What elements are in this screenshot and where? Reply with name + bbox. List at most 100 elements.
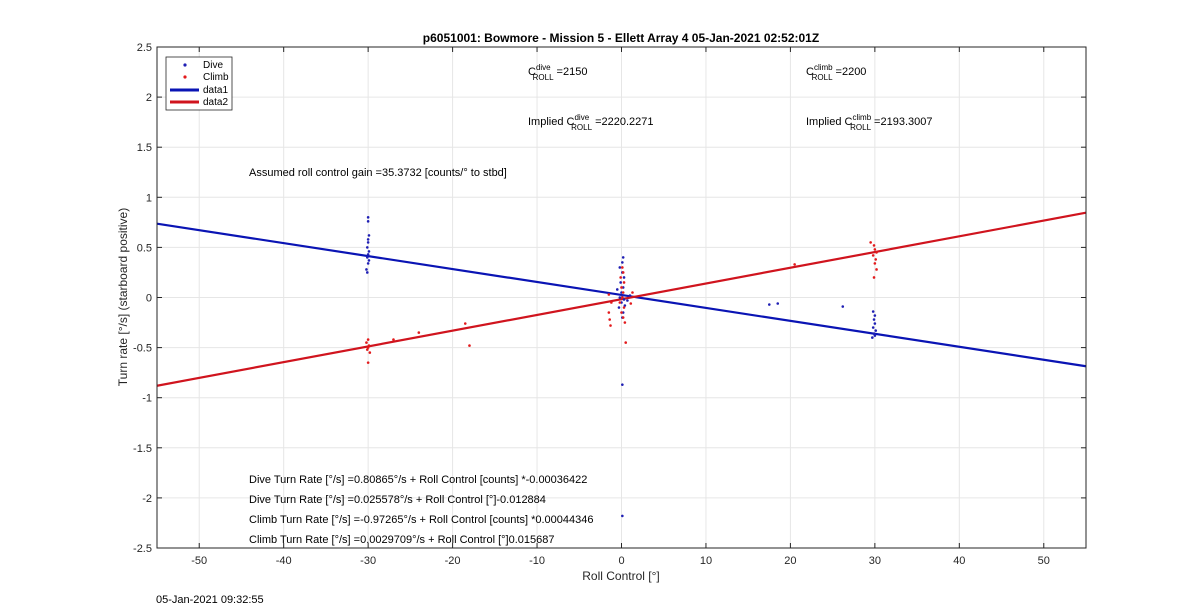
annotations: Cdive ROLL =2150 Cclimb ROLL =2200 Implied C… [249,63,932,546]
climb-point [874,258,878,261]
dive-point [615,288,619,291]
climb-point [366,338,370,341]
climb-point [608,318,611,321]
dive-point [367,234,371,237]
dive-point [366,220,370,223]
climb-point [621,316,625,319]
dive-point [622,298,626,301]
dive-point [871,310,875,313]
climb-point [607,293,611,296]
climb-point [610,301,613,304]
dive-point [626,299,629,302]
legend-data1-label: data1 [203,85,228,96]
climb-point [875,251,878,254]
dive-point [871,336,874,339]
climb-point [365,348,369,351]
dive-point [366,238,370,241]
climb-point [609,324,612,327]
annotation-roll-gain: Assumed roll control gain =35.3732 [coun… [249,167,507,179]
y-tick-label: 1.5 [137,142,152,154]
y-tick-label: 0 [146,293,152,305]
climb-point [631,291,634,294]
y-tick-label: -2.5 [133,543,152,555]
y-tick-label: 0.5 [137,242,152,254]
legend: Dive Climb data1 data2 [165,56,233,111]
dive-point [365,268,368,271]
scatter-points [365,216,878,518]
climb-point [621,271,625,274]
climb-point [468,344,471,347]
climb-point [621,296,624,299]
climb-point [622,306,626,309]
climb-point [368,351,372,354]
y-axis-label: Turn rate [°/s] (starboard positive) [116,208,130,386]
dive-point [366,241,370,244]
dive-point [619,281,622,284]
y-tick-label: -2 [142,493,152,505]
x-tick-label: -10 [529,555,545,567]
fit-line-data2 [156,211,1087,387]
annotation-fit-dive-counts: Dive Turn Rate [°/s] =0.80865°/s + Roll … [249,474,587,486]
x-tick-label: 0 [618,555,624,567]
x-axis-ticks: -50 -40 -30 -20 -10 0 10 20 30 40 50 [191,47,1050,567]
annotation-fit-climb-degrees: Climb Turn Rate [°/s] =0.0029709°/s + Ro… [249,534,554,546]
climb-point [622,281,626,284]
dive-point [871,326,875,329]
dive-point [618,266,622,269]
climb-point [417,331,421,334]
dive-point [872,332,876,335]
dive-point [365,246,369,249]
dive-point [767,303,771,306]
x-tick-label: 20 [784,555,796,567]
x-tick-label: -50 [191,555,207,567]
dive-point [622,276,626,279]
dive-point [841,305,845,308]
y-tick-label: 2.5 [137,42,152,54]
dive-point [366,253,370,256]
legend-dive-label: Dive [203,60,223,71]
climb-point [872,244,876,247]
climb-point [620,311,623,314]
y-axis-ticks: -2.5 -2 -1.5 -1 -0.5 0 0.5 1 1.5 2 2.5 [133,42,1086,555]
legend-data2-label: data2 [203,97,228,108]
x-tick-label: 40 [953,555,965,567]
dive-point [367,259,371,262]
climb-point [367,344,371,347]
dive-point [873,314,877,317]
dive-point [367,250,371,253]
dive-point [621,256,625,259]
climb-point [366,361,370,364]
climb-point [875,268,878,271]
x-axis-label: Roll Control [°] [582,569,660,583]
x-tick-label: -40 [276,555,292,567]
dive-point [617,306,621,309]
climb-point [869,241,872,244]
dive-point [874,329,878,332]
annotation-implied-climb: Implied Cclimb ROLL =2193.3007 [806,113,932,132]
annotation-c-roll-climb: Cclimb ROLL =2200 [806,63,866,82]
annotation-fit-climb-counts: Climb Turn Rate [°/s] =-0.97265°/s + Rol… [249,514,594,526]
y-tick-label: -1 [142,393,152,405]
climb-point [366,346,370,349]
dive-point [628,294,632,297]
plot-frame [156,46,1087,549]
y-tick-label: -0.5 [133,343,152,355]
climb-point [621,291,625,294]
dive-point [872,318,876,321]
dive-point [365,271,369,274]
y-tick-label: 1 [146,192,152,204]
climb-point [873,262,877,265]
climb-point [620,286,623,289]
climb-point [873,248,877,251]
dive-point [873,322,877,325]
climb-point [463,322,467,325]
dive-point [621,294,624,297]
dive-point [618,296,622,299]
legend-climb-label: Climb [203,72,229,83]
annotation-fit-dive-degrees: Dive Turn Rate [°/s] =0.025578°/s + Roll… [249,494,546,506]
dive-point [621,261,624,264]
legend-climb-marker [183,75,187,79]
x-tick-label: 50 [1038,555,1050,567]
dive-point [366,216,370,219]
